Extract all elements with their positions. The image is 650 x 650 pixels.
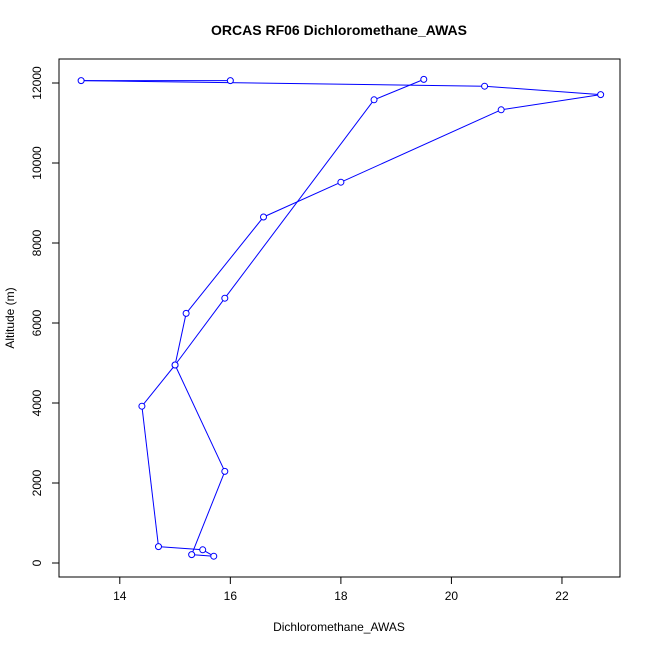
series-group xyxy=(77,75,605,560)
x-axis-label: Dichloromethane_AWAS xyxy=(273,620,405,634)
series-line-segment xyxy=(185,216,264,314)
data-point xyxy=(260,213,268,221)
series-line-segment xyxy=(141,364,176,407)
data-point xyxy=(210,552,218,560)
series-line-segment xyxy=(141,406,159,547)
data-point xyxy=(221,294,229,302)
data-point xyxy=(420,75,428,83)
series-line-segment xyxy=(191,554,214,557)
y-tick-label: 4000 xyxy=(30,389,44,416)
data-point xyxy=(154,543,162,551)
series-line-segment xyxy=(263,181,342,218)
x-tick-label: 16 xyxy=(224,589,238,603)
y-tick-label: 10000 xyxy=(30,146,44,180)
data-point xyxy=(370,96,378,104)
y-tick-label: 8000 xyxy=(30,229,44,256)
series-line-segment xyxy=(174,313,187,366)
series-line-segment xyxy=(484,85,601,96)
y-tick-label: 12000 xyxy=(30,66,44,100)
data-point xyxy=(188,551,196,559)
y-tick-label: 2000 xyxy=(30,469,44,496)
x-tick-label: 14 xyxy=(113,589,127,603)
x-axis: 14 16 18 20 22 xyxy=(113,577,569,603)
series-line-segment xyxy=(158,546,203,551)
series-line-segment xyxy=(340,109,502,183)
data-point xyxy=(77,77,85,85)
x-tick-label: 22 xyxy=(555,589,569,603)
series-line-segment xyxy=(501,94,601,111)
x-tick-label: 18 xyxy=(334,589,348,603)
data-point xyxy=(481,82,489,90)
y-tick-label: 6000 xyxy=(30,309,44,336)
y-tick-label: 0 xyxy=(30,559,44,566)
data-point xyxy=(221,467,229,475)
data-point xyxy=(171,361,179,369)
data-point xyxy=(182,309,190,317)
data-point xyxy=(199,546,207,554)
chart-title: ORCAS RF06 Dichloromethane_AWAS xyxy=(211,22,467,38)
series-line-segment xyxy=(81,80,485,87)
data-point xyxy=(337,178,345,186)
y-axis-label: Altitude (m) xyxy=(3,287,17,348)
series-line-segment xyxy=(174,297,226,366)
series-line-segment xyxy=(191,471,226,555)
y-axis: 0 2000 4000 6000 8000 10000 12000 xyxy=(30,66,59,566)
data-point xyxy=(497,106,505,114)
series-line-segment xyxy=(373,78,424,101)
data-point xyxy=(597,91,605,99)
plot-frame xyxy=(58,58,621,578)
series-line-segment xyxy=(174,364,226,472)
series-line-segment xyxy=(224,99,375,299)
data-point xyxy=(226,77,234,85)
data-point xyxy=(138,402,146,410)
x-tick-label: 20 xyxy=(445,589,459,603)
